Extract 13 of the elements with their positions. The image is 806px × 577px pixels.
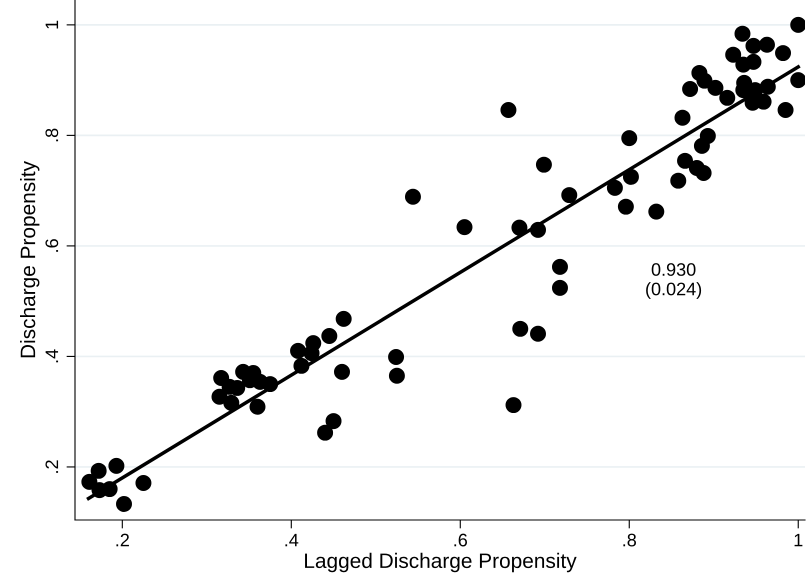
y-axis-title: Discharge Propensity bbox=[20, 161, 40, 358]
annotation: 0.930 (0.024) bbox=[646, 263, 702, 299]
x-tick-label: 1 bbox=[794, 534, 802, 546]
x-tick-label: .4 bbox=[285, 534, 298, 546]
x-tick-label: .8 bbox=[623, 534, 636, 546]
y-tick-label: .4 bbox=[46, 349, 58, 362]
x-tick-label: .2 bbox=[116, 534, 129, 546]
y-tick-label: .8 bbox=[45, 128, 58, 142]
x-axis-title: Lagged Discharge Propensity bbox=[305, 552, 577, 572]
x-tick-label: .6 bbox=[454, 534, 468, 546]
y-tick-label: .2 bbox=[45, 460, 58, 473]
y-tick-label: 1 bbox=[46, 20, 58, 29]
y-tick-label: .6 bbox=[45, 239, 58, 252]
